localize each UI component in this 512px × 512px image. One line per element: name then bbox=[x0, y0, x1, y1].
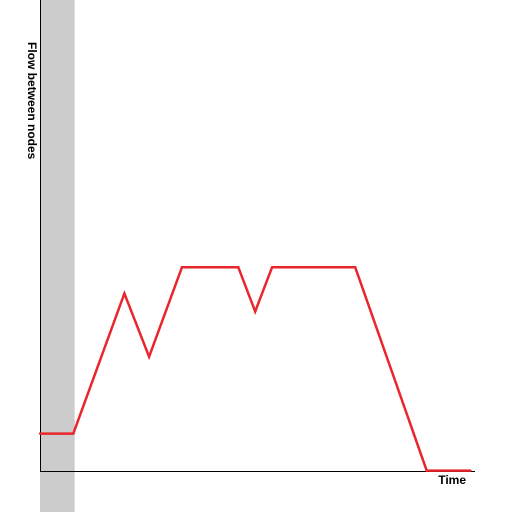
data-point bbox=[354, 266, 357, 269]
data-point bbox=[38, 432, 42, 435]
data-point bbox=[147, 355, 151, 358]
data-point bbox=[254, 310, 257, 313]
x-axis-label: Time bbox=[438, 473, 466, 487]
data-point bbox=[123, 292, 126, 295]
data-point bbox=[237, 266, 240, 269]
data-point bbox=[270, 266, 274, 269]
data-point bbox=[425, 469, 428, 472]
series-layer bbox=[38, 265, 472, 472]
series-line bbox=[40, 265, 471, 472]
data-point bbox=[180, 266, 184, 269]
data-point bbox=[469, 469, 472, 472]
shaded-region bbox=[40, 0, 75, 512]
y-axis-label: Flow between nodes bbox=[25, 42, 39, 160]
shaded-region-layer bbox=[40, 0, 75, 512]
data-point bbox=[72, 432, 75, 435]
